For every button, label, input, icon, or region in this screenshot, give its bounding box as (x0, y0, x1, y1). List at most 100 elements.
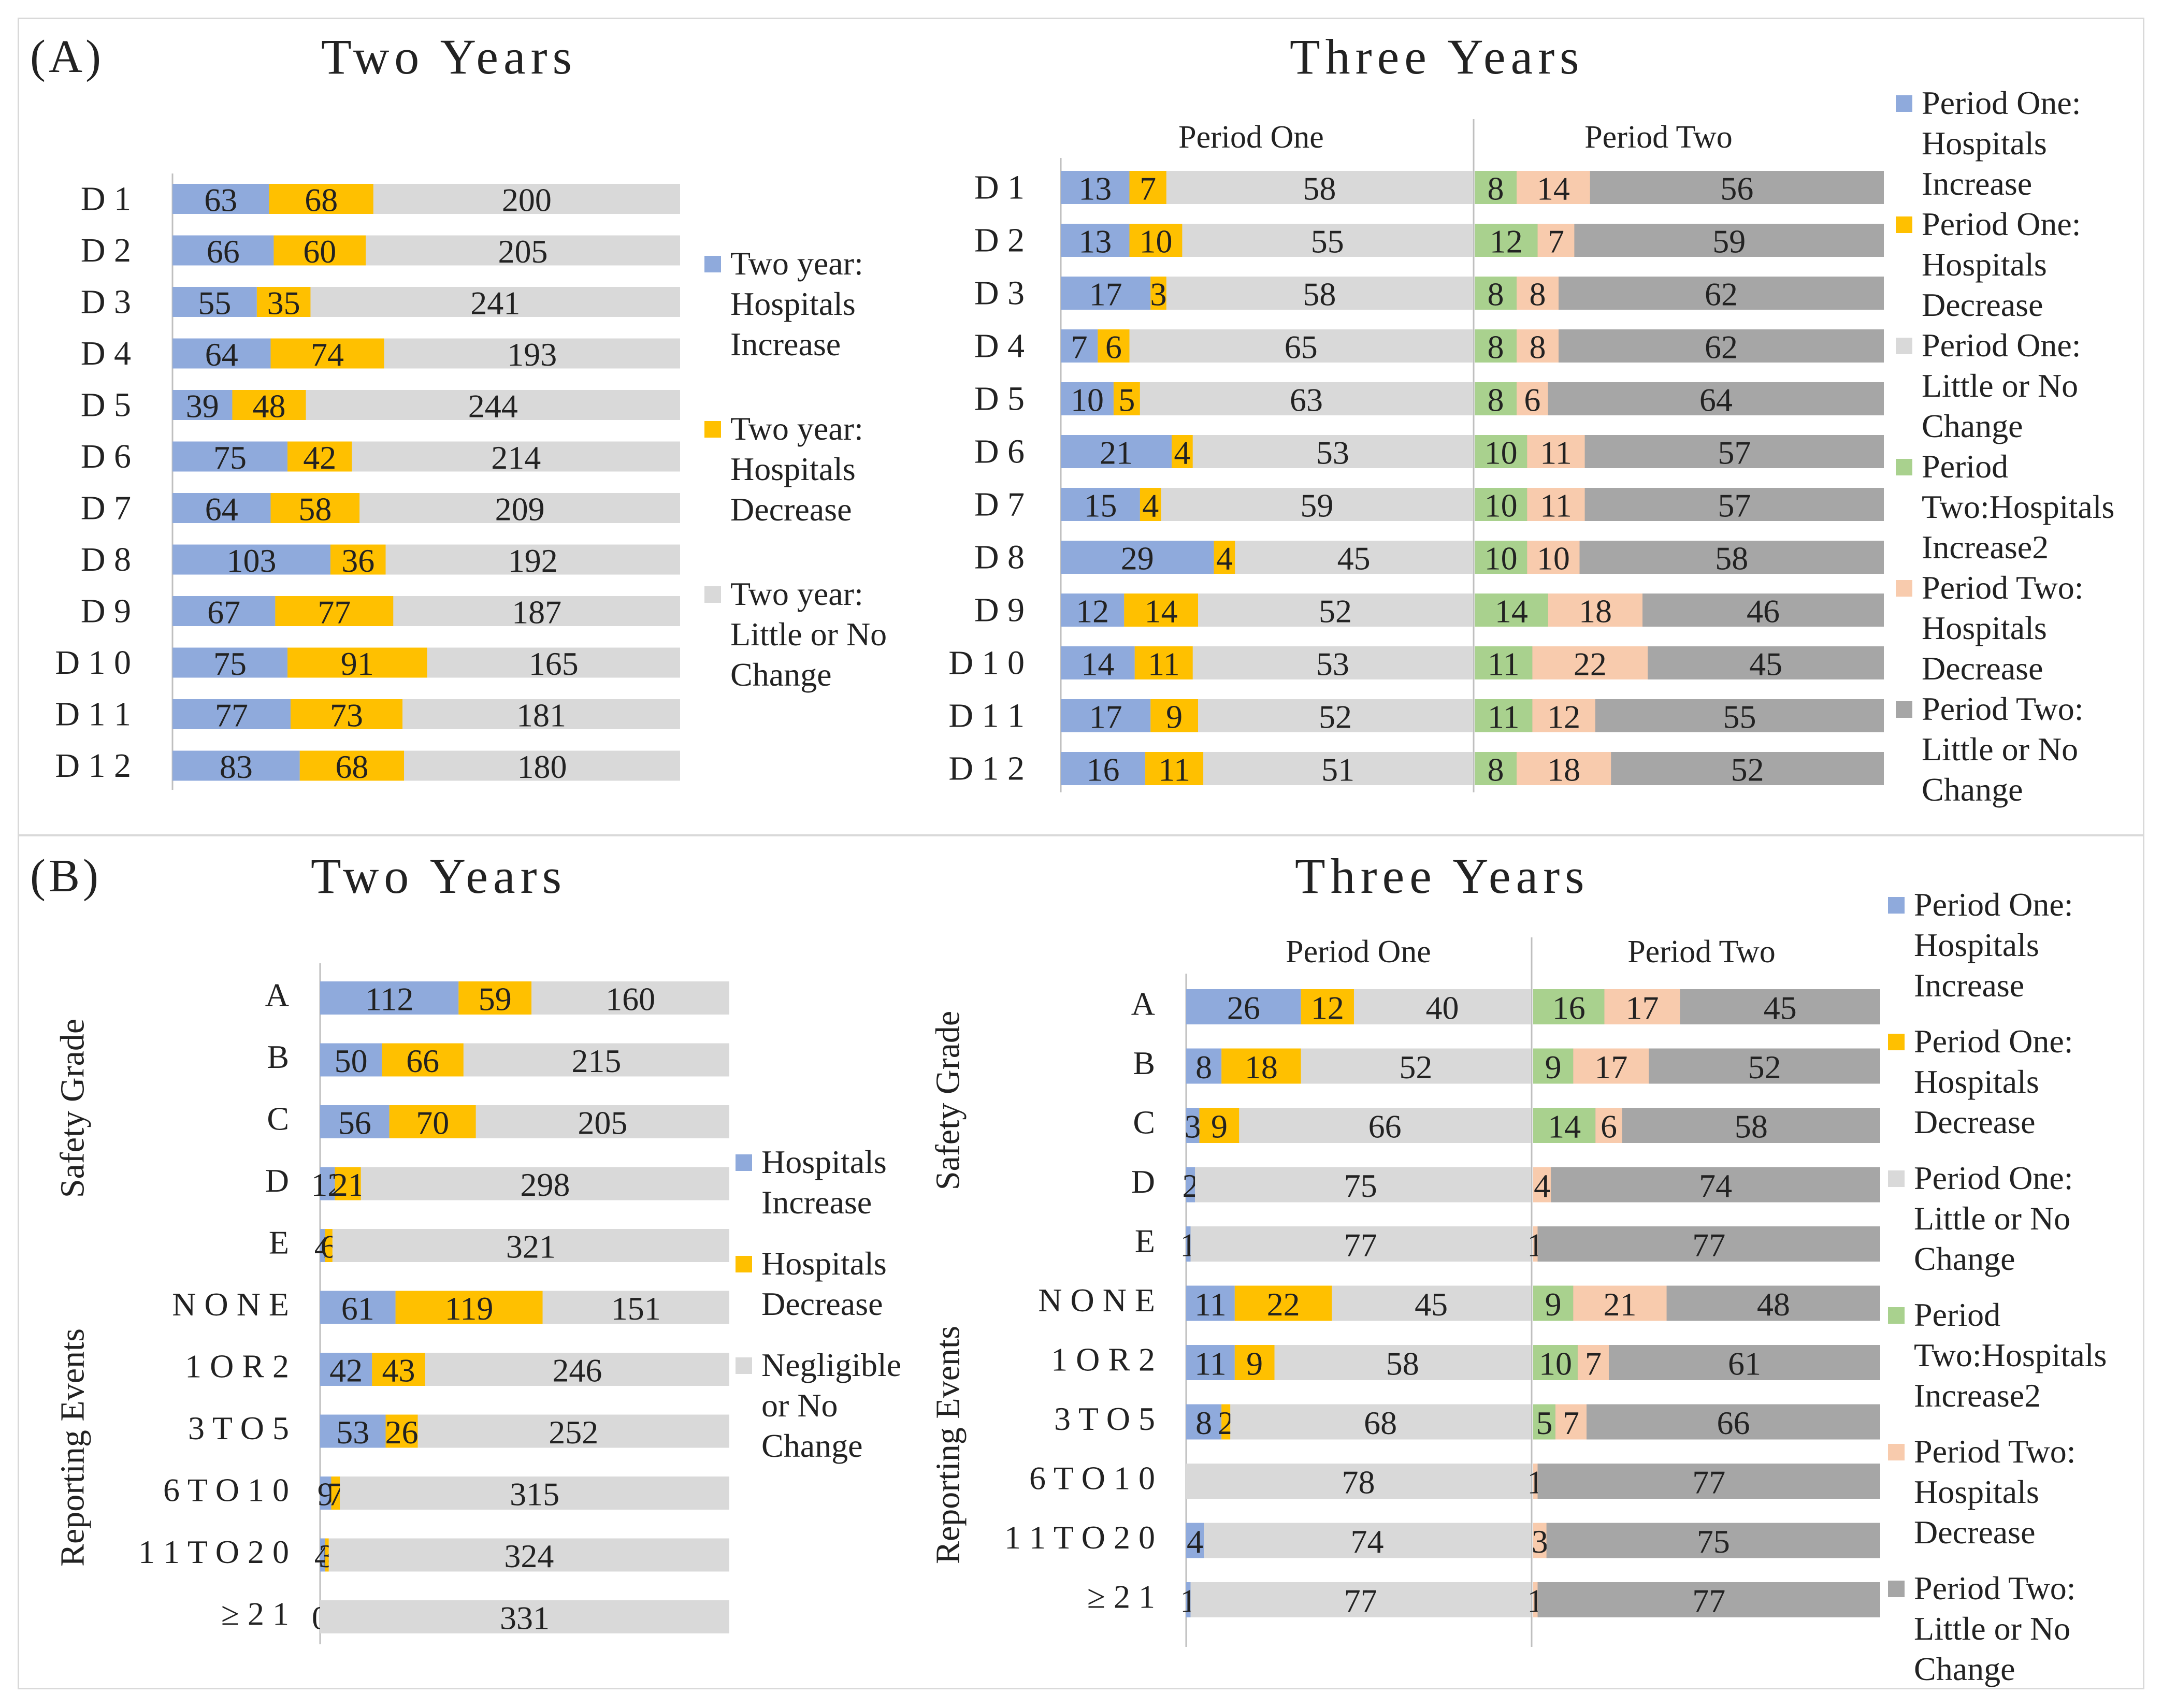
a-two-label-3-0: 64 (205, 336, 238, 373)
a-two-bar-3-2 (384, 338, 680, 369)
a-three-p1-label-9-2: 53 (1316, 646, 1349, 683)
b-three-cat-10: ≥ 2 1 (1087, 1579, 1155, 1615)
panel-a-left-title: Two Years (321, 29, 577, 84)
b-two-bar-2-0 (320, 1105, 390, 1138)
b-three-p2-label-1-2: 52 (1748, 1049, 1781, 1085)
legend-a-three-swatch-2 (1896, 338, 1912, 354)
b-three-p1-bar-5-0 (1186, 1285, 1235, 1321)
legend-b-two-swatch-2 (736, 1357, 752, 1374)
b-three-p2-label-6-2: 61 (1728, 1345, 1761, 1382)
b-two-cat-0: A (265, 977, 289, 1014)
a-three-p1-label-8-1: 14 (1145, 593, 1178, 630)
legend-a-three-swatch-5 (1896, 701, 1912, 718)
a-two-label-11-0: 83 (220, 748, 253, 785)
b-three-p1-bar-10-2 (1190, 1582, 1531, 1617)
a-three-p1-label-3-2: 65 (1285, 329, 1318, 366)
b-two-bar-5-2 (542, 1291, 729, 1324)
a-three-cat-0: D 1 (974, 169, 1025, 207)
b-three-p2-label-9-1: 3 (1532, 1523, 1548, 1560)
b-three-p1-label-8-2: 78 (1342, 1464, 1375, 1501)
a-two-label-2-1: 35 (267, 285, 300, 322)
legend-a-three-label-5: Period Two: Little or No Change (1922, 690, 2084, 808)
a-three-p2-bar-5-0 (1475, 435, 1527, 468)
a-two-bar-3-0 (172, 338, 271, 369)
a-three-p2-bar-9-1 (1532, 646, 1648, 679)
b-two-label-6-0: 42 (329, 1352, 363, 1389)
a-three-p1-label-4-0: 10 (1071, 382, 1104, 418)
a-three-p1-bar-1-2 (1182, 224, 1473, 257)
b-three-cat-4: E (1135, 1223, 1155, 1260)
a-three-p2-bar-0-1 (1517, 171, 1590, 204)
b-three-p2-bar-3-1 (1533, 1167, 1551, 1203)
a-two-bar-0-2 (373, 184, 680, 214)
b-three-p2-label-1-1: 17 (1594, 1049, 1627, 1085)
a-two-label-6-0: 64 (205, 491, 238, 528)
a-three-p1-label-6-0: 15 (1084, 487, 1117, 524)
a-three-p2-label-7-0: 10 (1484, 540, 1518, 577)
a-two-label-9-0: 75 (213, 645, 247, 682)
a-three-p1-bar-8-0 (1061, 594, 1125, 627)
b-three-p1-label-1-1: 18 (1245, 1049, 1278, 1085)
b-three-p2-bar-7-0 (1533, 1404, 1555, 1440)
legend-a-three-swatch-3 (1896, 459, 1912, 475)
legend-a-three-swatch-4 (1896, 580, 1912, 597)
a-three-p2-bar-1-0 (1475, 224, 1538, 257)
b-two-label-5-0: 61 (341, 1290, 374, 1327)
a-three-p1-label-11-0: 16 (1087, 751, 1120, 788)
legend-b-three-label-5: Period Two: Little or No Change (1914, 1570, 2076, 1687)
a-two-label-6-2: 209 (495, 491, 545, 528)
legend-b-two-label-0: Hospitals Increase (761, 1144, 887, 1221)
a-two-bar-7-2 (385, 544, 680, 575)
legend-a-two-label-0: Two year: Hospitals Increase (730, 245, 863, 363)
a-three-cat-9: D 1 0 (948, 644, 1025, 682)
legend-b-three-label-2: Period One: Little or No Change (1914, 1160, 2073, 1277)
a-three-p2-label-1-1: 7 (1548, 223, 1564, 260)
b-three-p2-label-6-1: 7 (1585, 1345, 1602, 1382)
b-two-label-6-2: 246 (552, 1352, 602, 1389)
a-three-p1-bar-11-2 (1203, 752, 1473, 785)
a-two-label-1-0: 66 (207, 233, 240, 270)
a-three-p2-bar-3-1 (1517, 329, 1559, 363)
a-three-p1-label-9-0: 14 (1081, 646, 1114, 683)
a-two-label-0-0: 63 (204, 182, 237, 219)
a-three-p2-label-0-0: 8 (1488, 170, 1504, 207)
a-two-label-7-2: 192 (508, 542, 558, 579)
a-three-p2-label-11-1: 18 (1547, 751, 1580, 788)
a-three-p2-label-10-2: 55 (1723, 699, 1756, 735)
b-two-bar-8-0 (320, 1477, 331, 1510)
b-two-bar-0-0 (320, 981, 459, 1015)
a-two-label-0-2: 200 (502, 182, 552, 219)
a-three-p1-bar-10-1 (1150, 699, 1198, 732)
a-three-p2-bar-10-0 (1475, 699, 1533, 732)
b-three-p2-bar-2-1 (1595, 1108, 1622, 1143)
a-two-bar-9-0 (172, 647, 288, 678)
b-three-cat-1: B (1133, 1045, 1155, 1081)
a-three-p2-label-5-1: 11 (1540, 435, 1572, 471)
a-three-p2-label-0-2: 56 (1720, 170, 1753, 207)
legend-b-three-swatch-1 (1888, 1034, 1905, 1050)
b-two-bar-1-1 (382, 1043, 464, 1077)
b-two-bar-2-1 (389, 1105, 476, 1138)
panel-a-right-title: Three Years (1290, 29, 1584, 84)
a-three-p1-label-0-1: 7 (1140, 170, 1156, 207)
a-three-p2-label-11-2: 52 (1731, 751, 1764, 788)
b-three-p1-bar-9-2 (1204, 1523, 1531, 1558)
a-two-label-6-1: 58 (298, 491, 331, 528)
b-three-p2-label-5-1: 21 (1604, 1286, 1637, 1323)
a-three-p2-bar-8-2 (1642, 594, 1884, 627)
a-three-p2-label-9-1: 22 (1574, 646, 1607, 683)
b-two-bar-4-2 (332, 1229, 729, 1262)
a-three-p1-label-10-1: 9 (1166, 699, 1183, 735)
a-three-p1-label-7-2: 45 (1337, 540, 1371, 577)
a-three-p1-label-3-0: 7 (1071, 329, 1088, 366)
a-two-bar-1-0 (172, 235, 274, 266)
a-three-cat-2: D 3 (974, 274, 1025, 312)
b-two-cat-5: N O N E (172, 1286, 289, 1323)
a-two-bar-7-0 (172, 544, 330, 575)
a-three-p2-bar-4-2 (1548, 382, 1884, 415)
a-three-p2-bar-3-2 (1559, 329, 1884, 363)
b-two-bar-7-1 (385, 1414, 418, 1448)
a-two-label-10-0: 77 (215, 697, 248, 734)
b-three-p2-bar-10-2 (1537, 1582, 1880, 1617)
b-three-p1-label-5-2: 45 (1415, 1286, 1448, 1323)
